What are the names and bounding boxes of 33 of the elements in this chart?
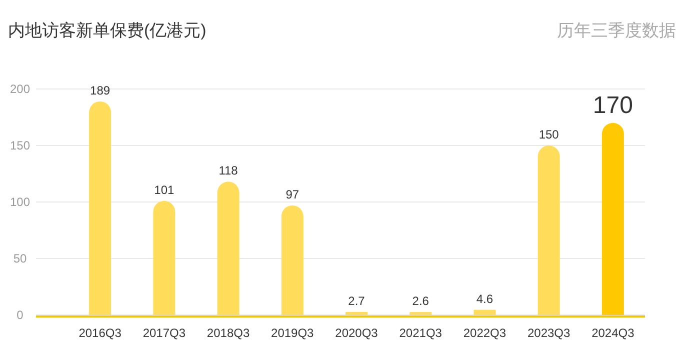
y-tick-label: 0 bbox=[16, 308, 24, 322]
data-label: 189 bbox=[90, 83, 110, 98]
bar bbox=[217, 182, 240, 315]
x-tick-label: 2021Q3 bbox=[399, 326, 442, 340]
bar bbox=[153, 200, 176, 315]
chart-subtitle: 历年三季度数据 bbox=[557, 21, 676, 40]
data-label: 97 bbox=[286, 187, 300, 202]
bar bbox=[474, 310, 496, 315]
data-label: 150 bbox=[538, 128, 560, 142]
y-tick-label: 200 bbox=[10, 82, 30, 96]
data-label: 101 bbox=[154, 182, 174, 197]
bar bbox=[89, 101, 112, 315]
x-tick-label: 2024Q3 bbox=[592, 326, 635, 340]
data-label: 2.7 bbox=[348, 294, 366, 308]
bar bbox=[346, 312, 368, 315]
y-tick-label: 150 bbox=[10, 138, 30, 152]
bar bbox=[410, 312, 432, 315]
chart-title: 内地访客新单保费(亿港元) bbox=[8, 21, 206, 40]
x-tick-label: 2019Q3 bbox=[271, 326, 314, 340]
data-label: 118 bbox=[218, 164, 238, 178]
bar bbox=[538, 146, 560, 315]
x-tick-label: 2022Q3 bbox=[463, 326, 506, 340]
x-tick-label: 2016Q3 bbox=[78, 326, 122, 340]
y-tick-label: 50 bbox=[13, 252, 27, 266]
data-label: 170 bbox=[592, 92, 633, 119]
x-tick-label: 2017Q3 bbox=[142, 326, 186, 340]
x-tick-label: 2018Q3 bbox=[206, 326, 250, 340]
y-tick-label: 100 bbox=[10, 195, 30, 209]
data-label: 2.6 bbox=[412, 294, 430, 308]
x-tick-label: 2020Q3 bbox=[335, 326, 378, 340]
x-tick-label: 2023Q3 bbox=[527, 326, 571, 340]
data-label: 4.6 bbox=[476, 292, 494, 306]
bar bbox=[281, 205, 304, 315]
